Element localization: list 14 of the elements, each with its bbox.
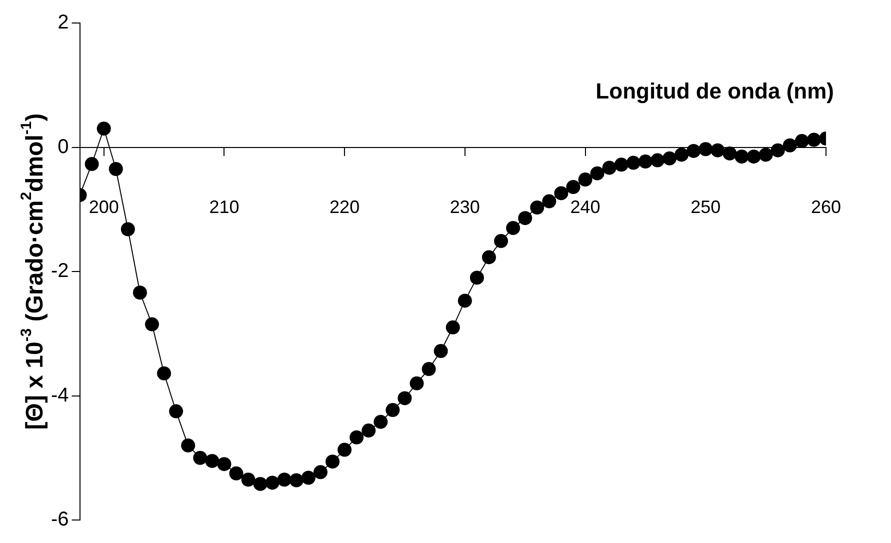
y-tick-label: 2	[58, 12, 69, 34]
x-tick-label: 210	[209, 197, 240, 218]
y-axis-title: [Θ] x 10-3 (Grado·cm2dmol-1)	[18, 113, 49, 430]
x-axis-title: Longitud de onda (nm)	[596, 78, 834, 104]
x-tick-label: 240	[570, 197, 600, 218]
x-tick-label: 230	[450, 197, 480, 218]
y-tick-label: -6	[50, 508, 69, 531]
x-tick-label: 220	[330, 197, 360, 218]
x-tick-label: 200	[88, 197, 119, 218]
x-tick-label: 260	[810, 197, 842, 218]
x-tick-label: 250	[690, 197, 721, 218]
y-tick-label: -2	[50, 260, 69, 282]
y-tick-label: -4	[50, 384, 69, 406]
y-tick-label: 0	[58, 136, 69, 158]
